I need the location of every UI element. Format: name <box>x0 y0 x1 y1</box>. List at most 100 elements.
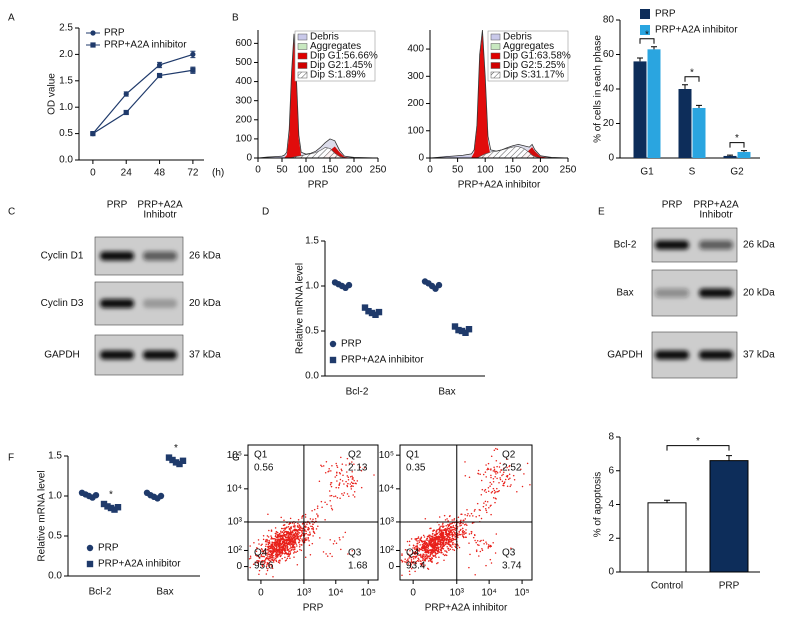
event-dot <box>501 474 503 477</box>
event-dot <box>451 546 453 549</box>
x-tick-label: 200 <box>532 165 549 176</box>
marker <box>104 503 111 510</box>
event-dot <box>444 519 447 521</box>
event-dot <box>283 527 286 529</box>
event-dot <box>269 545 271 548</box>
event-dot <box>270 535 272 537</box>
event-dot <box>285 559 288 561</box>
x-tick-label: 150 <box>322 165 339 176</box>
event-dot <box>427 539 429 541</box>
panel-label: C <box>8 207 15 218</box>
error-bar <box>651 46 657 50</box>
marker <box>455 326 462 334</box>
event-dot <box>257 562 259 564</box>
x-tick-label: 0 <box>410 588 416 599</box>
event-dot <box>329 499 331 502</box>
event-dot <box>305 537 307 539</box>
event-dot <box>487 462 490 465</box>
event-dot <box>428 551 430 553</box>
event-dot <box>458 546 461 549</box>
event-dot <box>346 484 348 487</box>
event-dot <box>431 533 434 535</box>
event-dot <box>260 560 263 562</box>
event-dot <box>282 532 285 534</box>
error-bar <box>696 104 702 108</box>
event-dot <box>418 550 420 552</box>
event-dot <box>436 537 438 539</box>
event-dot <box>285 538 288 541</box>
event-dot <box>507 469 510 471</box>
event-dot <box>425 542 428 545</box>
legend-box <box>487 30 569 82</box>
event-dot <box>260 554 263 556</box>
marker <box>368 309 376 317</box>
event-dot <box>292 542 294 544</box>
event-dot <box>499 471 501 473</box>
event-dot <box>429 527 431 530</box>
event-dot <box>289 542 291 545</box>
event-dot <box>269 550 271 553</box>
x-tick-label: Bcl-2 <box>89 587 112 598</box>
y-axis-label: OD value <box>47 73 58 115</box>
event-dot <box>276 547 278 549</box>
error-bar <box>727 154 733 156</box>
event-dot <box>268 541 271 543</box>
event-dot <box>298 546 301 548</box>
event-dot <box>457 545 459 547</box>
event-dot <box>408 570 411 572</box>
x-tick-label: 100 <box>298 165 315 176</box>
legend-marker <box>90 42 96 48</box>
event-dot <box>423 555 425 557</box>
event-dot <box>425 539 428 541</box>
legend-marker <box>329 356 337 364</box>
event-dot <box>289 530 292 532</box>
event-dot <box>304 525 307 528</box>
event-dot <box>299 535 302 538</box>
y-tick-label: 2 <box>608 533 614 544</box>
event-dot <box>278 553 281 556</box>
event-dot <box>422 541 424 543</box>
marker <box>92 492 100 499</box>
significance-label: * <box>696 436 700 447</box>
y-tick-label: 20 <box>603 118 615 129</box>
event-dot <box>492 480 495 483</box>
event-dot <box>440 538 442 541</box>
event-dot <box>452 526 455 529</box>
event-dot <box>298 541 300 544</box>
event-dot <box>492 477 495 480</box>
event-dot <box>429 553 432 556</box>
event-dot <box>272 576 274 578</box>
event-dot <box>419 538 421 540</box>
blot-size-label: 26 kDa <box>189 251 221 262</box>
event-dot <box>360 470 363 472</box>
blot-row-label: GAPDH <box>44 350 80 361</box>
event-dot <box>349 476 352 478</box>
event-dot <box>449 544 451 547</box>
event-dot <box>339 478 342 481</box>
event-dot <box>446 535 448 537</box>
event-dot <box>301 527 303 530</box>
event-dot <box>432 544 434 547</box>
event-dot <box>274 553 277 556</box>
event-dot <box>485 543 488 545</box>
event-dot <box>304 528 306 531</box>
event-dot <box>301 532 304 534</box>
event-dot <box>453 518 456 520</box>
event-dot <box>451 535 454 538</box>
event-dot <box>422 556 424 559</box>
event-dot <box>435 531 437 533</box>
event-dot <box>445 541 448 543</box>
event-dot <box>291 548 293 550</box>
event-dot <box>255 554 257 557</box>
bar <box>633 61 647 158</box>
event-dot <box>440 525 442 527</box>
event-dot <box>444 536 446 538</box>
blot-band <box>699 350 733 360</box>
event-dot <box>286 545 289 547</box>
event-dot <box>446 551 448 553</box>
event-dot <box>345 464 347 466</box>
event-dot <box>336 472 338 474</box>
y-tick-label: 6 <box>608 465 614 476</box>
event-dot <box>418 540 420 542</box>
event-dot <box>282 524 285 527</box>
